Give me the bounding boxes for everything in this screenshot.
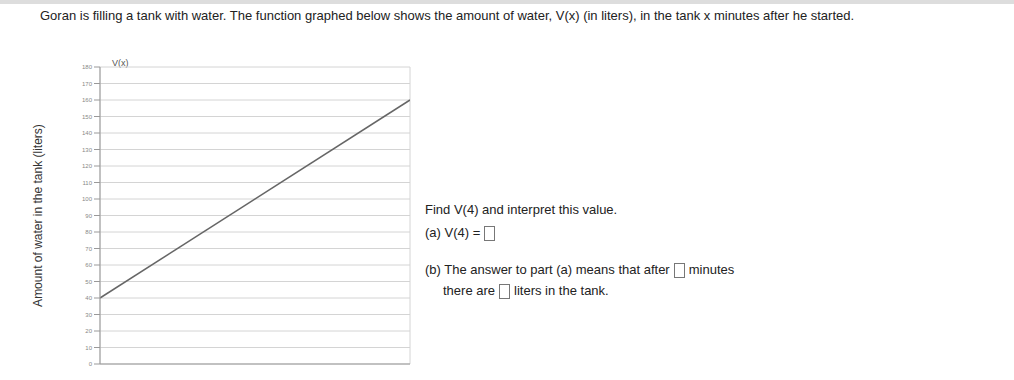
svg-text:Amount of water in the tank (l: Amount of water in the tank (liters) [31,124,45,307]
html-text:liters in the tank.: liters in the tank. [514,283,609,298]
svg-text:50: 50 [85,279,92,285]
svg-text:140: 140 [82,130,93,136]
svg-text:150: 150 [82,114,93,120]
svg-text:110: 110 [82,180,92,186]
svg-text:100: 100 [82,196,93,202]
svg-text:80: 80 [85,229,92,235]
svg-text:180: 180 [82,64,93,70]
html-text:there are: there are [443,283,495,298]
svg-text:120: 120 [82,163,93,169]
svg-text:130: 130 [82,147,93,153]
svg-text:160: 160 [82,97,93,103]
svg-text:170: 170 [82,81,93,87]
html-text:Find V(4) and interpret this v: Find V(4) and interpret this value. [425,202,618,217]
svg-text:30: 30 [85,312,92,318]
html-text:minutes: minutes [688,262,735,277]
svg-text:10: 10 [85,345,92,351]
svg-text:40: 40 [85,295,92,301]
html-text:(a) V(4) =: (a) V(4) = [425,225,481,240]
html-text:(b) The answer to part (a) mea: (b) The answer to part (a) means that af… [425,262,670,277]
svg-text:60: 60 [85,262,92,268]
svg-text:70: 70 [85,246,92,252]
html-text:V(x): V(x) [112,58,129,68]
svg-text:20: 20 [85,328,92,334]
svg-text:0: 0 [89,361,93,367]
html-text:Goran is filling a tank with w: Goran is filling a tank with water. The … [40,8,855,23]
svg-text:90: 90 [85,213,92,219]
